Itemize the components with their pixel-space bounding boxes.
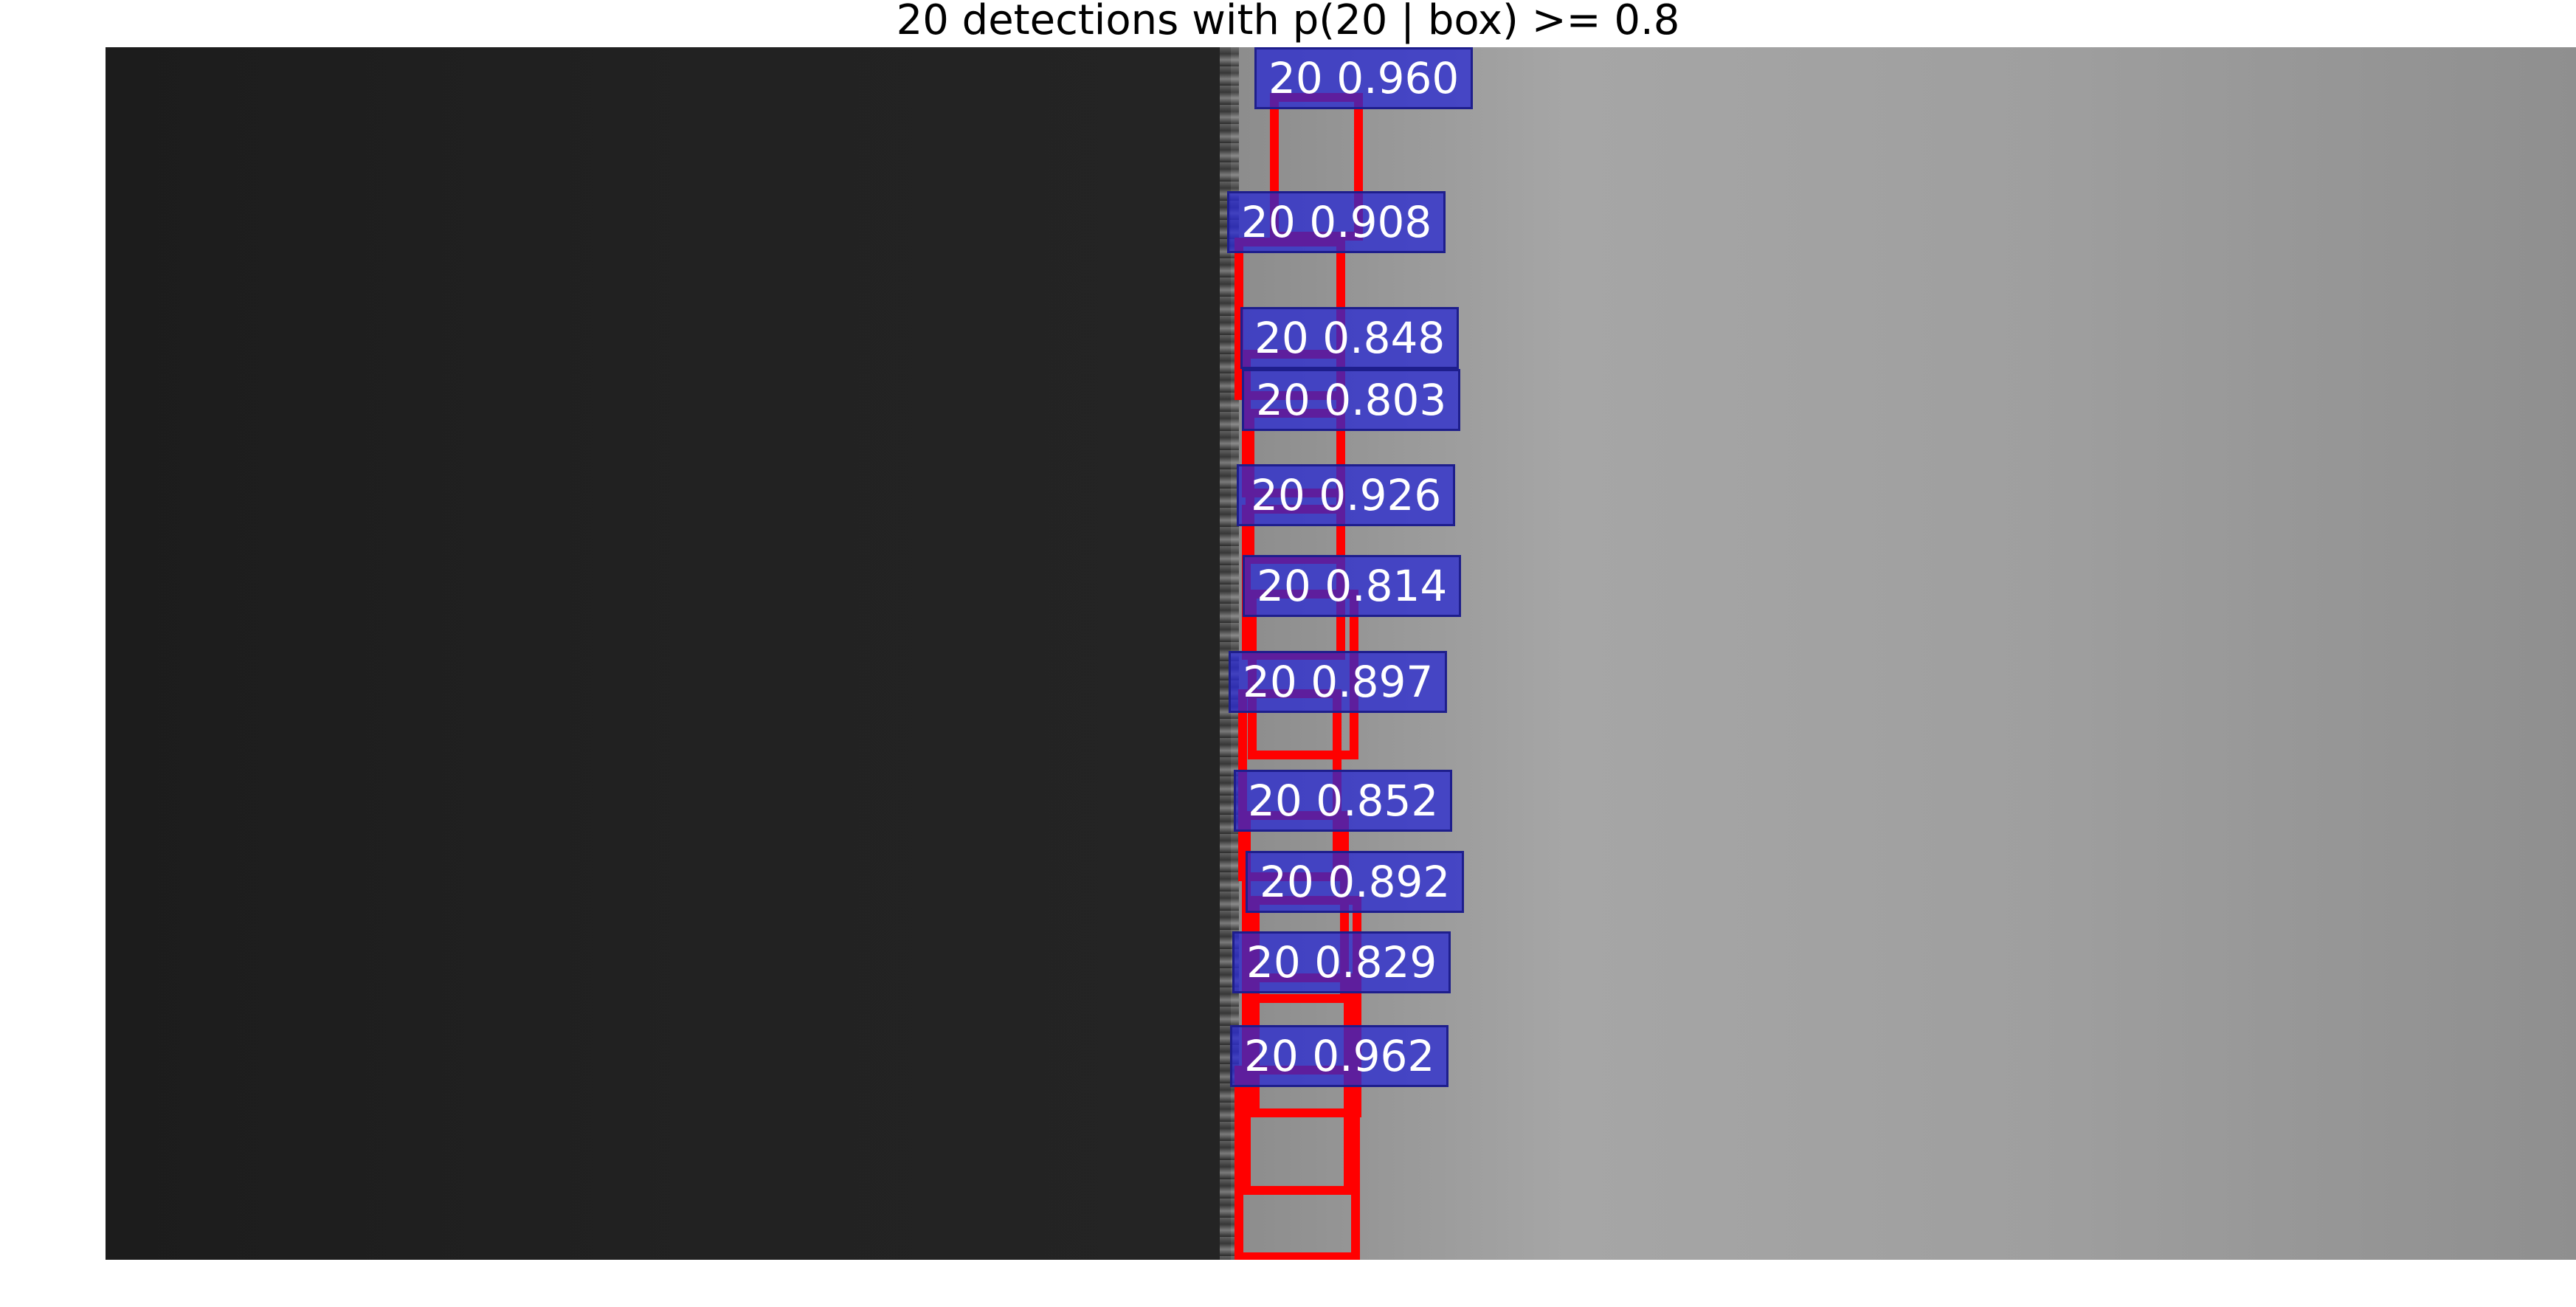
detection-label: 20 0.962 xyxy=(1230,1025,1449,1087)
detection-label: 20 0.926 xyxy=(1237,464,1456,526)
detection-image: 20 0.960 20 0.908 20 0.848 20 0.803 20 0… xyxy=(106,47,2576,1260)
detection-label: 20 0.803 xyxy=(1242,369,1461,431)
light-region xyxy=(1231,47,2576,1260)
figure-title: 20 detections with p(20 | box) >= 0.8 xyxy=(896,0,1680,44)
detection-label: 20 0.852 xyxy=(1234,770,1453,832)
dark-region xyxy=(106,47,1231,1260)
bounding-box xyxy=(1235,1066,1360,1260)
detection-label: 20 0.814 xyxy=(1243,555,1462,617)
detection-label: 20 0.892 xyxy=(1246,851,1465,913)
detection-label: 20 0.908 xyxy=(1227,191,1446,253)
detection-label: 20 0.897 xyxy=(1229,651,1448,713)
detection-label: 20 0.848 xyxy=(1240,307,1460,369)
detection-label: 20 0.960 xyxy=(1254,47,1474,109)
detection-label: 20 0.829 xyxy=(1232,931,1451,993)
